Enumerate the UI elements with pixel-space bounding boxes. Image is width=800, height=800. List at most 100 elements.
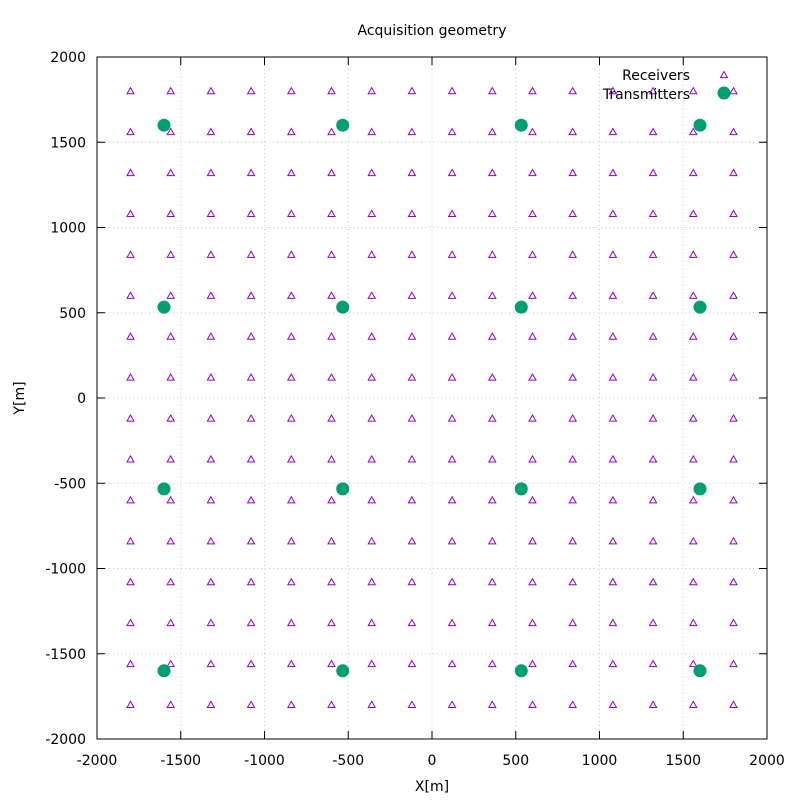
receiver-point xyxy=(648,618,658,627)
receiver-point xyxy=(487,86,497,95)
y-axis-label: Y[m] xyxy=(12,381,28,415)
receiver-point xyxy=(206,373,216,381)
receiver-point xyxy=(447,454,457,463)
receiver-point xyxy=(327,209,336,217)
receiver-point xyxy=(286,454,296,463)
x-tick-label: -500 xyxy=(332,753,364,769)
receiver-point xyxy=(528,250,537,258)
receiver-point xyxy=(688,86,698,95)
receiver-point xyxy=(327,168,336,177)
receiver-point xyxy=(206,618,216,627)
receiver-point xyxy=(729,209,738,217)
receiver-point xyxy=(487,332,497,340)
x-tick-label: 1000 xyxy=(582,753,618,769)
receiver-point xyxy=(246,577,256,586)
receiver-point xyxy=(407,332,417,340)
receiver-point xyxy=(447,373,457,381)
transmitter-point xyxy=(514,482,528,496)
receiver-point xyxy=(487,250,497,258)
receiver-point xyxy=(568,577,578,586)
receiver-point xyxy=(528,209,537,217)
transmitters-series xyxy=(157,118,707,678)
receiver-point xyxy=(246,618,256,627)
receiver-point xyxy=(729,250,738,258)
receiver-point xyxy=(608,495,618,504)
receiver-point xyxy=(286,495,296,504)
receiver-point xyxy=(447,618,457,627)
receiver-point xyxy=(246,700,256,709)
receiver-point xyxy=(568,291,578,299)
transmitter-point xyxy=(514,118,528,132)
receiver-point xyxy=(327,127,336,136)
receiver-point xyxy=(487,168,497,177)
receiver-point xyxy=(688,536,698,545)
receiver-point xyxy=(246,209,256,217)
transmitter-point xyxy=(157,664,171,678)
receiver-point xyxy=(648,86,658,95)
receiver-point xyxy=(487,536,497,545)
receiver-point xyxy=(688,700,698,709)
receiver-point xyxy=(528,618,537,627)
transmitter-point xyxy=(514,300,528,314)
transmitter-point xyxy=(693,482,707,496)
receiver-point xyxy=(447,291,457,299)
receiver-point xyxy=(166,373,176,381)
receiver-point xyxy=(729,495,738,504)
legend-label-receivers: Receivers xyxy=(622,68,690,84)
receiver-point xyxy=(327,577,336,586)
receiver-point xyxy=(688,291,698,299)
y-tick-label: 2000 xyxy=(50,50,86,66)
receiver-point xyxy=(447,577,457,586)
receiver-point xyxy=(447,250,457,258)
receiver-point xyxy=(729,618,738,627)
receiver-point xyxy=(166,127,176,136)
receiver-point xyxy=(568,413,578,422)
receiver-point xyxy=(447,168,457,177)
receiver-point xyxy=(688,373,698,381)
receiver-point xyxy=(367,209,377,217)
receiver-point xyxy=(407,250,417,258)
receiver-point xyxy=(126,454,135,463)
transmitter-point xyxy=(157,300,171,314)
receiver-point xyxy=(367,495,377,504)
transmitter-point xyxy=(157,118,171,132)
y-tick-label: 500 xyxy=(59,306,86,322)
chart-title: Acquisition geometry xyxy=(358,23,507,39)
x-tick-labels: -2000 -1500 -1000 -500 0 500 1000 1500 2000 xyxy=(77,753,785,769)
receiver-point xyxy=(407,413,417,422)
receiver-point xyxy=(286,659,296,668)
receiver-point xyxy=(367,577,377,586)
y-tick-label: -1000 xyxy=(45,562,86,578)
receiver-point xyxy=(367,168,377,177)
receiver-point xyxy=(166,454,176,463)
receiver-point xyxy=(648,209,658,217)
receiver-point xyxy=(327,495,336,504)
receiver-point xyxy=(286,209,296,217)
receiver-point xyxy=(126,86,135,95)
receiver-point xyxy=(447,127,457,136)
receiver-point xyxy=(729,536,738,545)
receiver-point xyxy=(286,577,296,586)
receiver-point xyxy=(447,86,457,95)
receiver-point xyxy=(447,536,457,545)
receiver-point xyxy=(286,332,296,340)
y-tick-label: 0 xyxy=(77,391,86,407)
receiver-point xyxy=(688,618,698,627)
receiver-point xyxy=(246,373,256,381)
receiver-point xyxy=(447,700,457,709)
receiver-point xyxy=(729,291,738,299)
receiver-point xyxy=(126,373,135,381)
receiver-point xyxy=(286,291,296,299)
receiver-point xyxy=(648,700,658,709)
receiver-point xyxy=(528,577,537,586)
receiver-point xyxy=(568,495,578,504)
receiver-point xyxy=(688,209,698,217)
receiver-point xyxy=(126,250,135,258)
receiver-point xyxy=(166,700,176,709)
receiver-point xyxy=(206,700,216,709)
receiver-point xyxy=(206,495,216,504)
receiver-point xyxy=(729,373,738,381)
receiver-point xyxy=(327,700,336,709)
receiver-point xyxy=(487,291,497,299)
